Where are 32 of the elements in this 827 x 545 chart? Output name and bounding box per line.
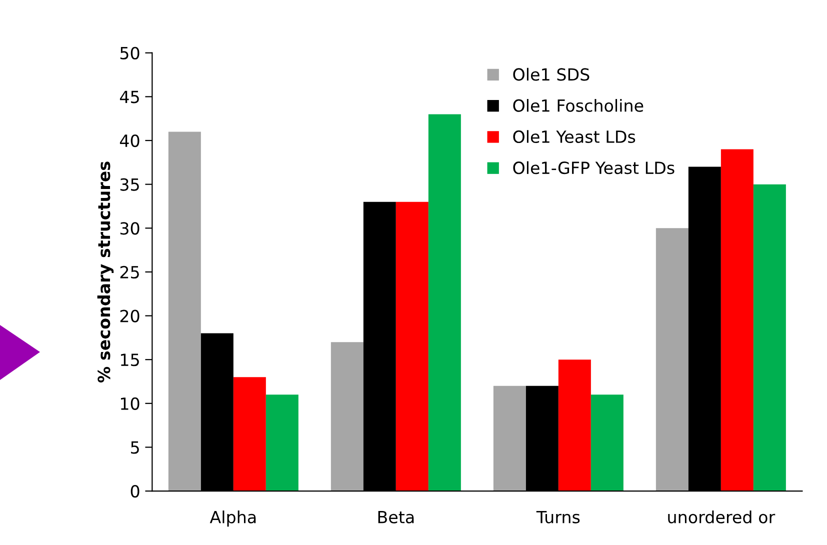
bar: [396, 202, 428, 492]
legend-label: Ole1-GFP Yeast LDs: [513, 161, 674, 174]
y-tick-label: 50: [120, 46, 140, 60]
y-tick-label: 15: [120, 354, 139, 366]
bar: [720, 149, 754, 492]
legend-label: Ole1 Yeast LDs: [513, 130, 636, 144]
bar: [428, 114, 461, 492]
bar: [330, 342, 364, 492]
y-tick-label: 20: [120, 310, 140, 322]
y-axis-title: % secondary structures: [97, 162, 114, 382]
y-tick-label: 40: [120, 134, 140, 148]
bar: [558, 360, 591, 492]
bar: [590, 394, 624, 492]
x-tick-label: unordered or: [668, 510, 776, 524]
y-tick-label: 5: [131, 441, 139, 454]
x-tick-label: Turns: [536, 511, 580, 524]
bar: [493, 386, 526, 492]
bar: [656, 228, 688, 492]
bar: [266, 394, 298, 492]
y-tick-label: 35: [120, 178, 139, 191]
y-tick-label: 25: [120, 266, 139, 279]
y-tick-label: 10: [120, 397, 140, 410]
legend-label: Ole1 SDS: [513, 68, 590, 81]
bar: [233, 377, 266, 492]
x-tick-label: Alpha: [210, 510, 256, 527]
x-tick-label: Beta: [378, 511, 414, 524]
bar: [753, 184, 786, 492]
y-tick-label: 45: [120, 90, 139, 104]
y-tick-label: 0: [130, 485, 140, 498]
bar: [168, 132, 201, 492]
y-tick-label: 30: [120, 222, 140, 235]
legend-label: Ole1 Foscholine: [513, 98, 644, 112]
